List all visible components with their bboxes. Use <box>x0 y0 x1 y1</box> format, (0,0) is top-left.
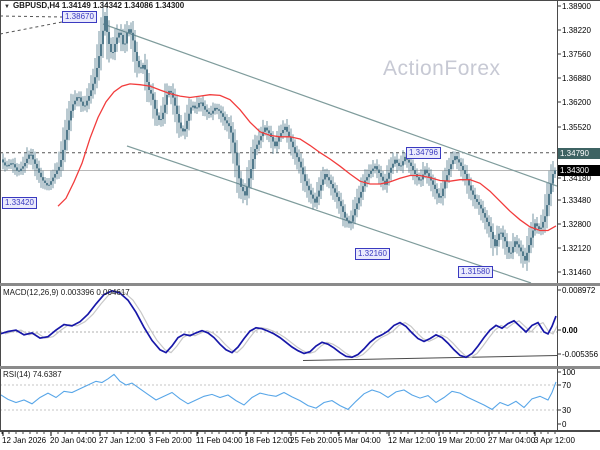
time-axis-label: 12 Mar 12:00 <box>388 436 436 445</box>
axis-price-label: 1.33480 <box>562 196 591 205</box>
axis-price-label: -0.005356 <box>562 350 599 359</box>
time-axis-label: 19 Mar 20:00 <box>438 436 486 445</box>
axis-price-label: 1.34180 <box>562 174 591 183</box>
panel-separator-rsi[interactable] <box>0 366 600 369</box>
time-axis-label: 25 Feb 20:00 <box>290 436 338 445</box>
axis-price-label: 1.37560 <box>562 50 591 59</box>
time-axis-label: 3 Apr 12:00 <box>534 436 575 445</box>
axis-price-label: 0.00 <box>562 326 578 335</box>
axis-price-label: 30 <box>562 406 571 415</box>
price-marker[interactable]: 1.31580 <box>458 266 493 278</box>
axis-price-label: 1.35520 <box>562 123 591 132</box>
actionforex-watermark: ActionForex <box>383 57 501 80</box>
axis-price-label: 1.36200 <box>562 98 591 107</box>
axis-price-label: 100 <box>562 368 576 377</box>
time-axis-label: 27 Jan 12:00 <box>99 436 146 445</box>
panel-separator-macd[interactable] <box>0 283 600 286</box>
resistance-price-tag: 1.34790 <box>558 148 600 159</box>
symbol-header: ▼ GBPUSD,H4 1.34149 1.34342 1.34086 1.343… <box>4 1 184 10</box>
axis-price-label: 70 <box>562 381 571 390</box>
time-axis-label: 5 Mar 04:00 <box>338 436 381 445</box>
axis-price-label: 1.32120 <box>562 244 591 253</box>
macd-panel <box>1 289 557 361</box>
macd-indicator-label: MACD(12,26,9) 0.003396 0.004617 <box>3 288 130 297</box>
chart-border-top <box>0 0 600 1</box>
time-axis-label: 11 Feb 04:00 <box>196 436 243 445</box>
main-price-panel <box>1 1 557 283</box>
axis-price-label: 0.008972 <box>562 286 596 295</box>
chevron-down-icon[interactable]: ▼ <box>4 4 10 10</box>
rsi-indicator-label: RSI(14) 74.6387 <box>3 370 62 379</box>
axis-price-label: 1.32800 <box>562 220 591 229</box>
time-axis-label: 18 Feb 12:00 <box>245 436 293 445</box>
time-axis-label: 12 Jan 2026 <box>2 436 47 445</box>
axis-price-label: 1.38900 <box>562 2 591 11</box>
chart-border-bottom <box>0 430 600 432</box>
current-price-tag: 1.34300 <box>558 165 600 176</box>
rsi-panel <box>1 373 557 411</box>
price-marker[interactable]: 1.34796 <box>406 147 441 159</box>
time-axis-label: 3 Feb 20:00 <box>149 436 192 445</box>
chart-border-left <box>0 0 1 431</box>
price-marker[interactable]: 1.38670 <box>62 11 97 23</box>
axis-price-label: 1.38220 <box>562 26 591 35</box>
axis-price-label: 0 <box>562 420 567 429</box>
time-axis-label: 20 Jan 04:00 <box>50 436 97 445</box>
axis-price-label: 1.31460 <box>562 268 591 277</box>
axis-divider <box>557 0 558 431</box>
axis-price-label: 1.36880 <box>562 74 591 83</box>
price-marker[interactable]: 1.32160 <box>355 248 390 260</box>
time-axis-label: 27 Mar 04:00 <box>488 436 536 445</box>
price-marker[interactable]: 1.33420 <box>2 197 37 209</box>
symbol-ohlc-text: GBPUSD,H4 1.34149 1.34342 1.34086 1.3430… <box>12 1 185 10</box>
